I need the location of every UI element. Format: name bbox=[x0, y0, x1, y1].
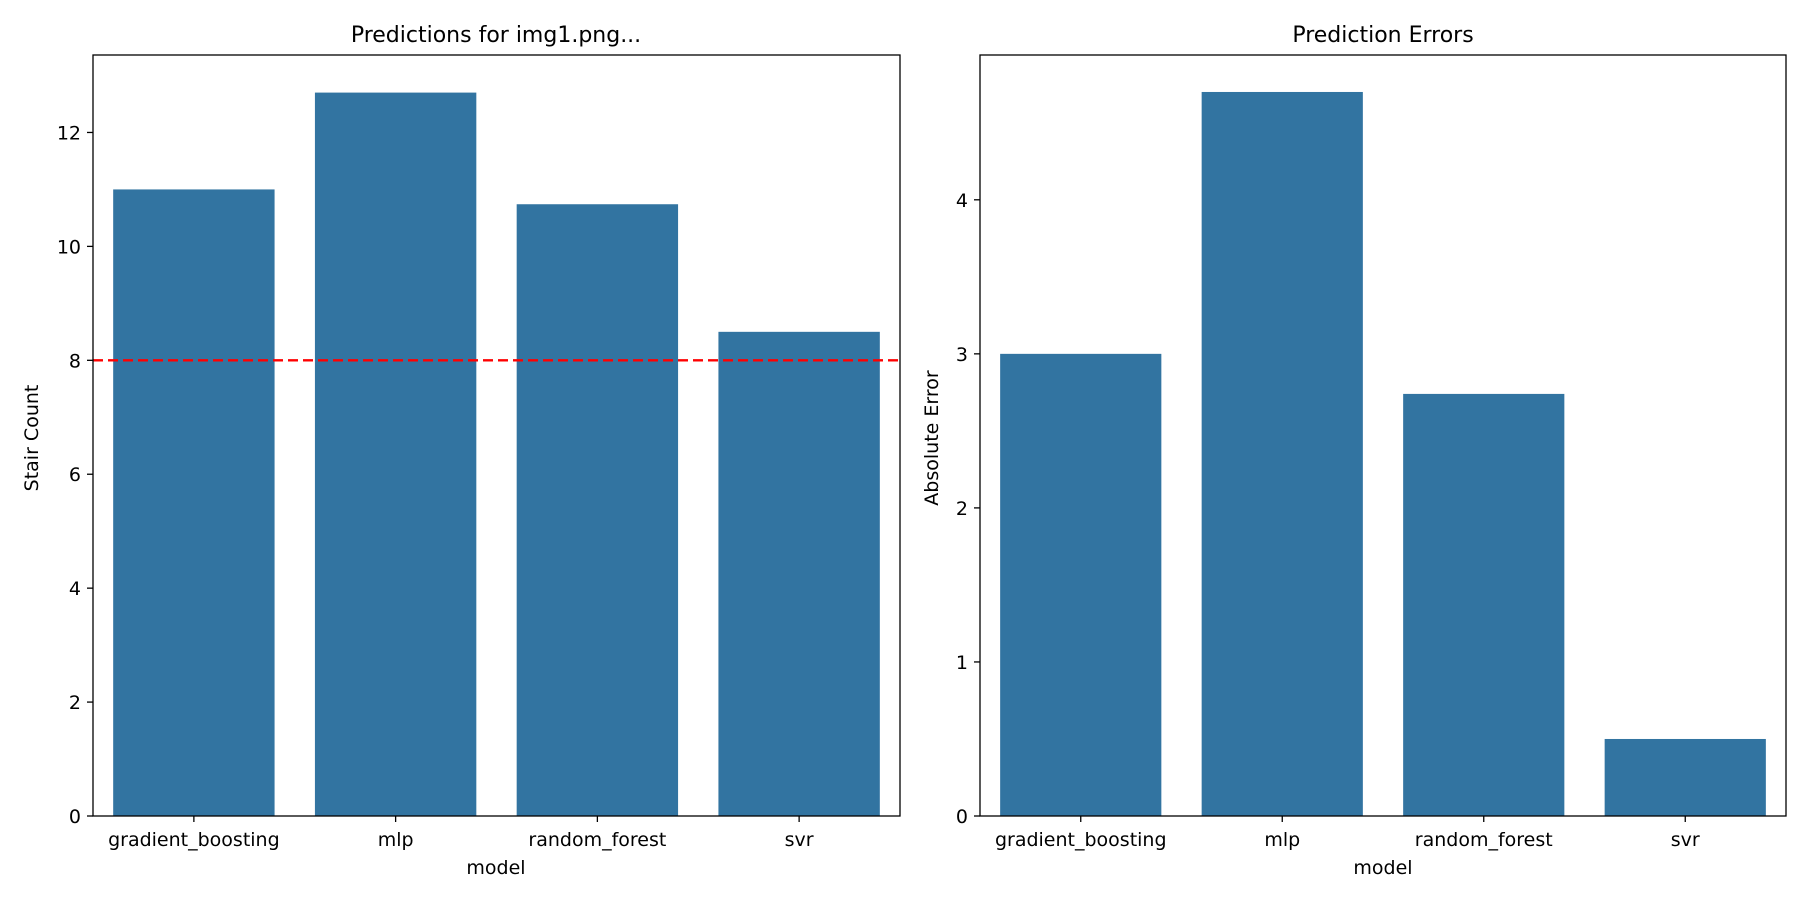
chart-title: Predictions for img1.png... bbox=[351, 23, 641, 48]
y-tick-label: 1 bbox=[956, 652, 968, 674]
x-tick-label: gradient_boosting bbox=[108, 829, 280, 851]
bar-gradient_boosting bbox=[1000, 353, 1162, 816]
y-tick-label: 4 bbox=[69, 578, 81, 600]
x-tick-label: random_forest bbox=[528, 829, 666, 851]
errors-chart: Prediction Errors model Absolute Error 0… bbox=[921, 23, 1787, 879]
y-tick-label: 0 bbox=[956, 806, 968, 828]
y-tick-label: 8 bbox=[69, 350, 81, 372]
y-tick-label: 2 bbox=[956, 498, 968, 520]
y-axis-label: Absolute Error bbox=[921, 370, 943, 506]
predictions-chart: Predictions for img1.png... model Stair … bbox=[21, 23, 901, 879]
bar-random_forest bbox=[516, 204, 679, 816]
bar-mlp bbox=[314, 92, 477, 817]
y-tick-label: 6 bbox=[69, 464, 81, 486]
bar-random_forest bbox=[1403, 393, 1565, 816]
plot-frame bbox=[979, 54, 1787, 817]
x-tick-label: svr bbox=[785, 829, 814, 851]
y-tick-label: 12 bbox=[57, 122, 81, 144]
bar-mlp bbox=[1201, 91, 1363, 816]
plot-frame bbox=[92, 54, 901, 817]
bar-gradient_boosting bbox=[113, 189, 275, 816]
x-axis-label: model bbox=[466, 857, 525, 879]
bar-svr bbox=[1604, 738, 1766, 816]
y-tick-label: 0 bbox=[69, 806, 81, 828]
y-tick-label: 4 bbox=[956, 190, 968, 212]
y-axis-label: Stair Count bbox=[21, 385, 43, 492]
x-tick-label: mlp bbox=[1264, 829, 1300, 851]
x-tick-label: mlp bbox=[378, 829, 414, 851]
chart-title: Prediction Errors bbox=[1292, 23, 1473, 48]
x-tick-label: svr bbox=[1671, 829, 1700, 851]
x-axis-label: model bbox=[1353, 857, 1412, 879]
bar-svr bbox=[718, 331, 880, 816]
y-tick-label: 3 bbox=[956, 344, 968, 366]
x-tick-label: gradient_boosting bbox=[995, 829, 1167, 851]
x-tick-label: random_forest bbox=[1415, 829, 1553, 851]
y-tick-label: 10 bbox=[57, 236, 81, 258]
y-tick-label: 2 bbox=[69, 692, 81, 714]
